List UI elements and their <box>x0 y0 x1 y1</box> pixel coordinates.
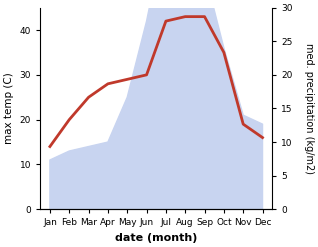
Y-axis label: med. precipitation (kg/m2): med. precipitation (kg/m2) <box>304 43 314 174</box>
X-axis label: date (month): date (month) <box>115 233 197 243</box>
Y-axis label: max temp (C): max temp (C) <box>4 73 14 144</box>
